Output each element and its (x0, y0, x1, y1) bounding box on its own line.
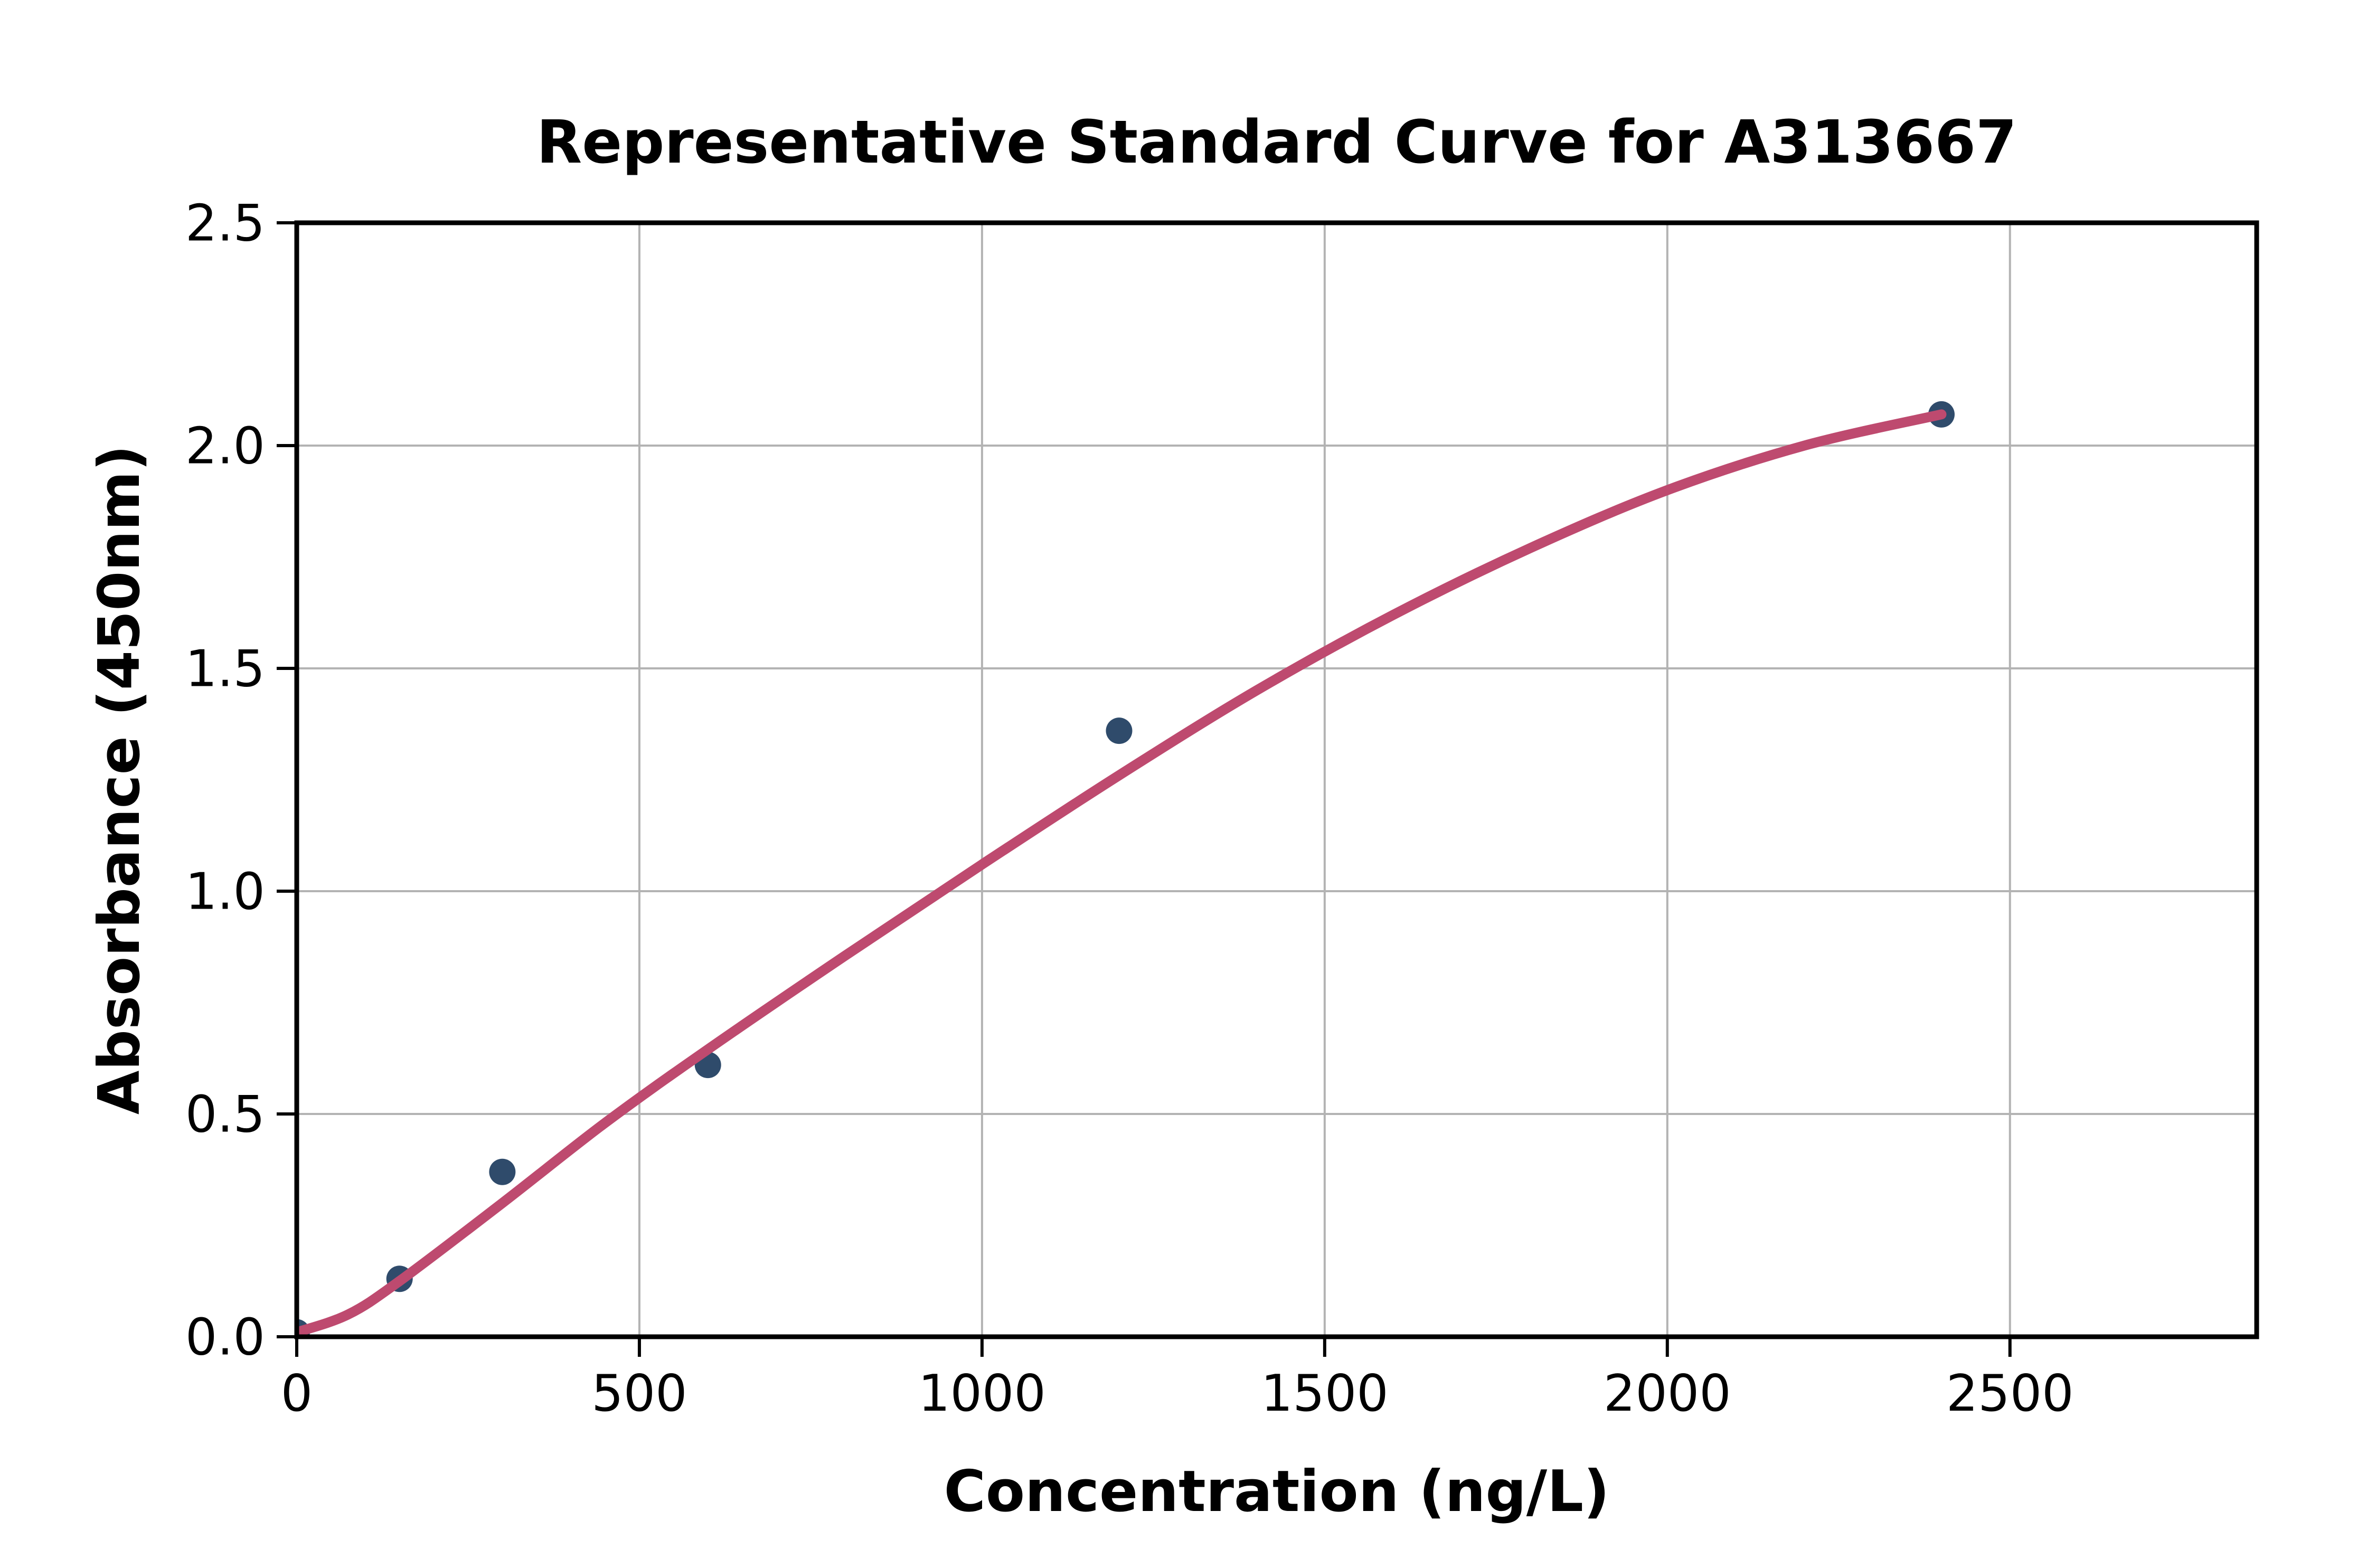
x-tick-label: 2500 (1946, 1365, 2074, 1423)
y-ticks (277, 221, 297, 1338)
y-tick-label: 1.5 (185, 640, 265, 698)
y-tick-label: 1.0 (185, 863, 265, 921)
y-tick-label: 2.0 (185, 417, 265, 475)
y-tick-label: 0.0 (185, 1308, 265, 1366)
y-axis-label: Absorbance (450nm) (87, 445, 153, 1114)
y-tick-label: 0.5 (185, 1085, 265, 1144)
x-gridlines (638, 223, 2011, 1337)
x-tick-label: 500 (591, 1365, 687, 1423)
x-tick-label: 2000 (1604, 1365, 1731, 1423)
x-ticks (295, 1337, 2012, 1357)
fit-curve (297, 409, 1947, 1337)
x-tick-labels: 0 500 1000 1500 2000 2500 (281, 1365, 2074, 1423)
x-tick-label: 1000 (918, 1365, 1046, 1423)
plot-frame (294, 220, 2259, 1339)
chart-title: Representative Standard Curve for A31366… (536, 108, 2017, 177)
data-point (489, 1158, 516, 1185)
fit-curve-path (297, 409, 1947, 1337)
y-tick-label: 2.5 (185, 194, 265, 252)
x-axis-label: Concentration (ng/L) (944, 1459, 1610, 1525)
data-point (1106, 717, 1133, 744)
x-tick-label: 1500 (1261, 1365, 1389, 1423)
y-tick-labels: 0.0 0.5 1.0 1.5 2.0 2.5 (185, 194, 265, 1366)
x-tick-label: 0 (281, 1365, 313, 1423)
